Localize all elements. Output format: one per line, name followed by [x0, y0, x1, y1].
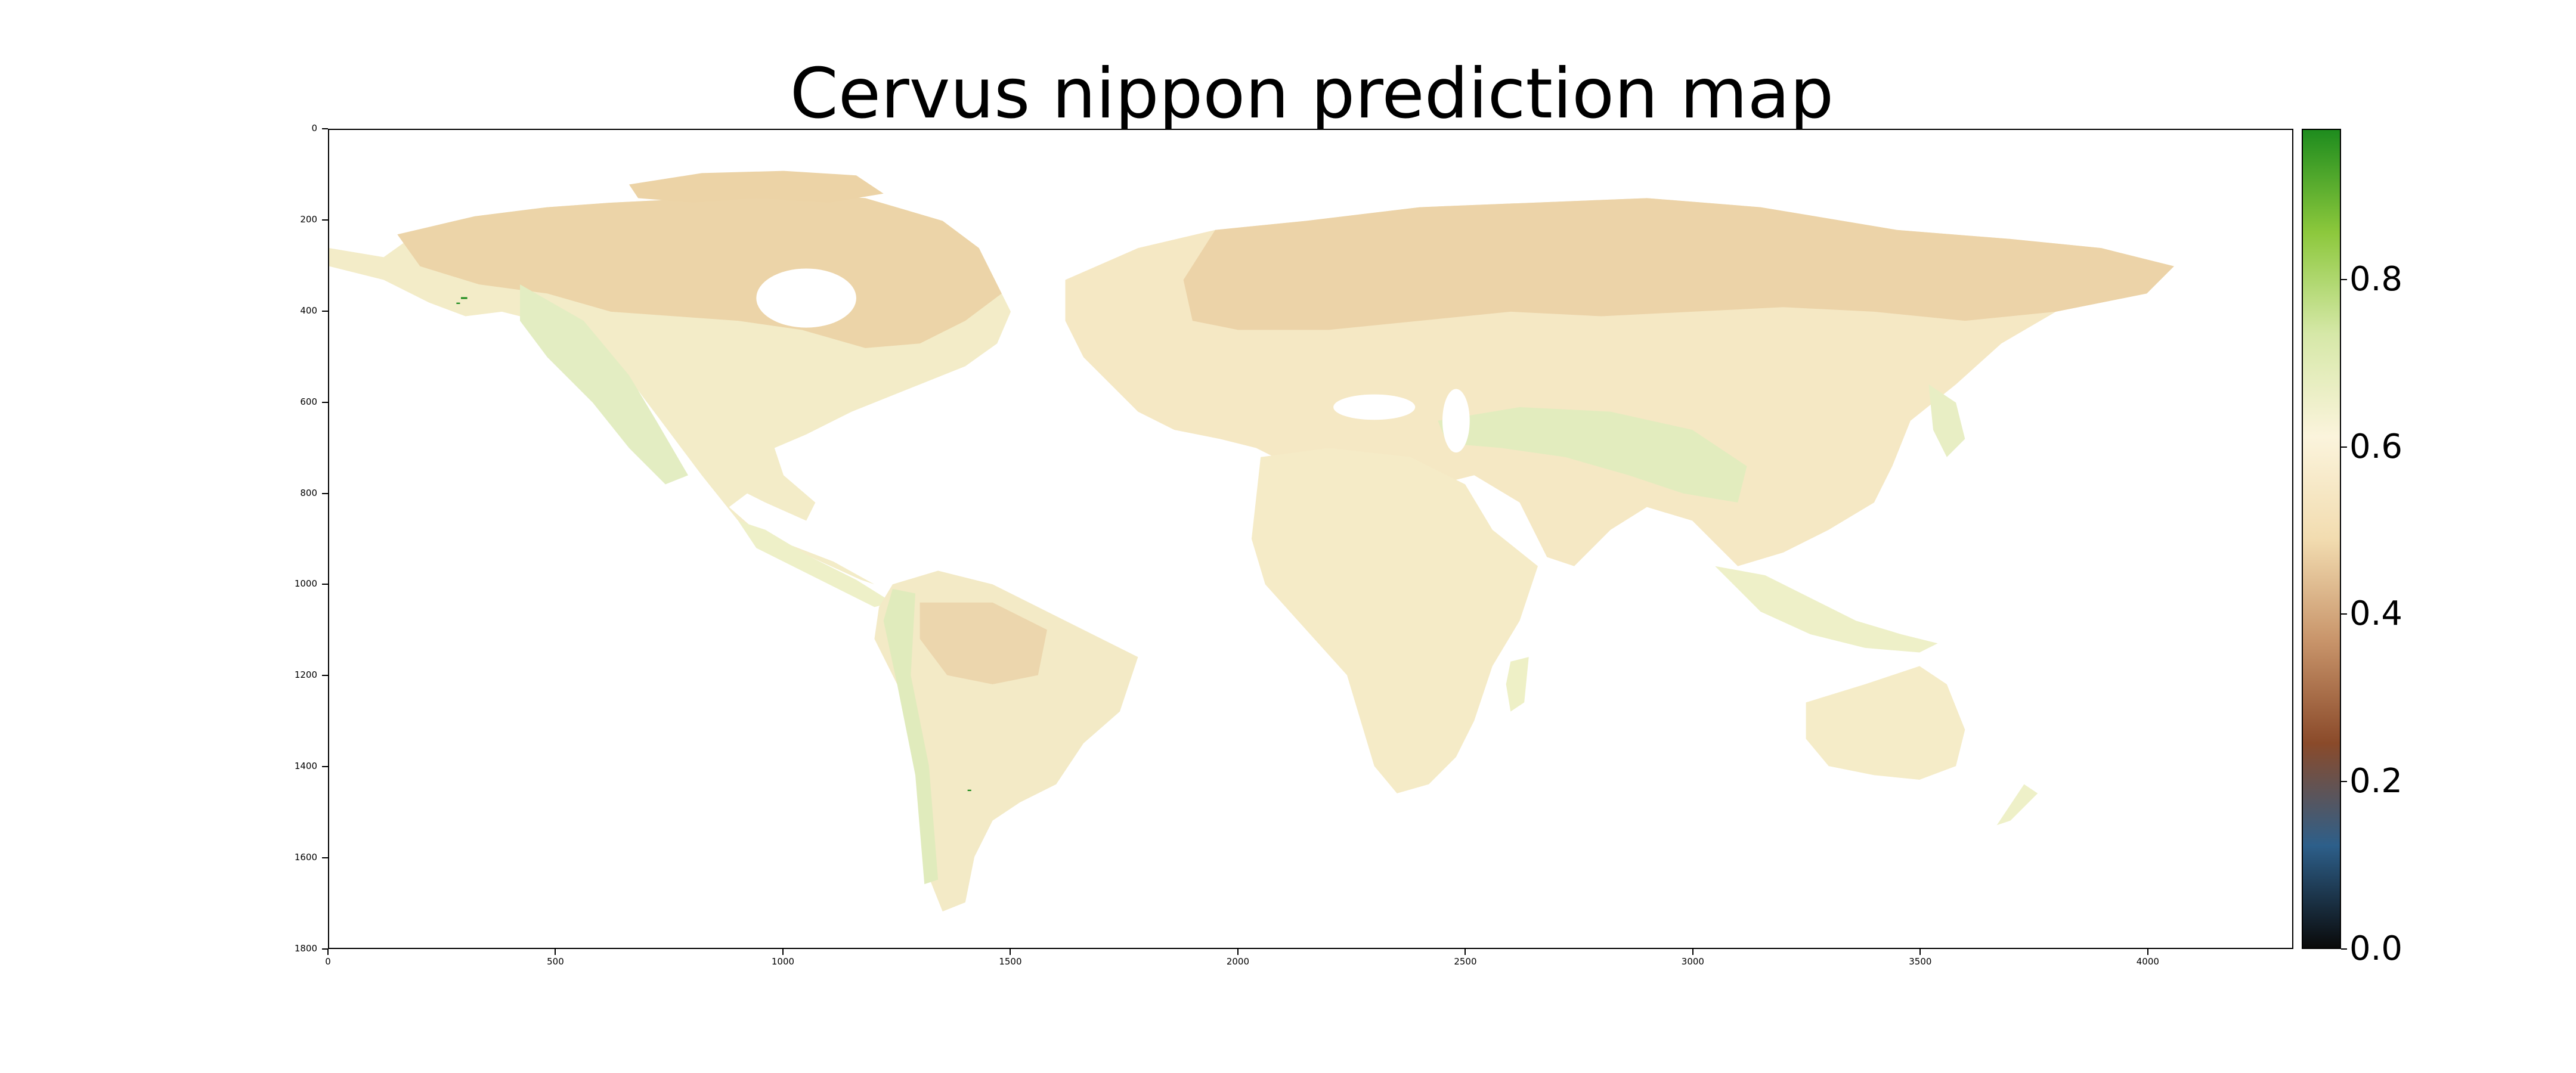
andes-veg — [883, 588, 939, 885]
north-america-west-veg — [520, 284, 689, 485]
y-tick-mark — [322, 128, 328, 129]
y-tick-mark — [322, 584, 328, 585]
y-tick-label: 600 — [300, 396, 317, 407]
x-tick-label: 3000 — [1681, 956, 1704, 967]
colorbar-tick-label: 0.4 — [2349, 594, 2403, 634]
x-tick-mark — [2147, 949, 2148, 955]
japan — [1928, 384, 1965, 457]
y-tick-label: 1600 — [294, 852, 317, 863]
y-tick-label: 0 — [311, 123, 317, 134]
x-tick-mark — [1692, 949, 1693, 955]
amazon-basin — [919, 602, 1048, 684]
y-tick-label: 1000 — [294, 578, 317, 590]
x-tick-label: 1500 — [999, 956, 1022, 967]
x-tick-label: 1000 — [771, 956, 795, 967]
hotspot-alaska — [460, 297, 467, 299]
caspian-sea — [1442, 389, 1470, 453]
hudson-bay — [756, 268, 856, 328]
arctic-islands — [628, 170, 884, 203]
colorbar-tick-label: 0.0 — [2349, 929, 2403, 968]
y-tick-mark — [322, 675, 328, 677]
x-tick-mark — [327, 949, 329, 955]
x-tick-label: 2000 — [1226, 956, 1250, 967]
y-tick-mark — [322, 401, 328, 403]
y-tick-mark — [322, 948, 328, 950]
world-map-raster — [329, 170, 2174, 912]
x-tick-mark — [782, 949, 784, 955]
x-tick-mark — [1465, 949, 1466, 955]
colorbar-tick-mark — [2341, 278, 2347, 280]
y-tick-mark — [322, 857, 328, 859]
x-tick-mark — [1919, 949, 1921, 955]
central-america — [738, 520, 893, 607]
y-tick-label: 1400 — [294, 761, 317, 772]
prediction-map[interactable] — [328, 129, 2293, 949]
x-tick-mark — [555, 949, 556, 955]
y-tick-label: 400 — [300, 305, 317, 316]
colorbar-tick-mark — [2341, 613, 2347, 615]
y-tick-label: 800 — [300, 487, 317, 498]
y-tick-mark — [322, 492, 328, 494]
africa — [1251, 448, 1538, 793]
x-tick-mark — [1237, 949, 1239, 955]
x-tick-mark — [1010, 949, 1011, 955]
y-tick-mark — [322, 310, 328, 312]
hotspot-south-america — [967, 789, 971, 792]
colorbar-tick-mark — [2341, 781, 2347, 783]
y-tick-label: 200 — [300, 213, 317, 225]
hotspot-alaska-2 — [456, 302, 460, 304]
siberia-tundra — [1183, 198, 2174, 330]
colorbar — [2302, 129, 2341, 949]
y-tick-mark — [322, 766, 328, 768]
colorbar-tick-mark — [2341, 446, 2347, 448]
y-tick-mark — [322, 219, 328, 221]
australia — [1806, 666, 1965, 780]
land-masses — [329, 170, 2174, 912]
x-tick-label: 500 — [547, 956, 564, 967]
x-tick-label: 0 — [325, 956, 331, 967]
himalaya-veg — [1438, 407, 1747, 503]
madagascar — [1506, 657, 1529, 712]
y-tick-label: 1800 — [294, 943, 317, 954]
colorbar-tick-label: 0.8 — [2349, 259, 2403, 299]
new-zealand — [1996, 784, 2038, 826]
x-tick-label: 2500 — [1454, 956, 1477, 967]
colorbar-tick-label: 0.2 — [2349, 762, 2403, 801]
x-tick-label: 3500 — [1909, 956, 1932, 967]
southeast-asia — [1715, 566, 1938, 653]
colorbar-tick-label: 0.6 — [2349, 427, 2403, 466]
y-tick-label: 1200 — [294, 669, 317, 681]
colorbar-tick-mark — [2341, 948, 2347, 950]
black-sea — [1333, 394, 1416, 420]
x-tick-label: 4000 — [2136, 956, 2159, 967]
map-title: Cervus nippon prediction map — [789, 54, 1834, 134]
